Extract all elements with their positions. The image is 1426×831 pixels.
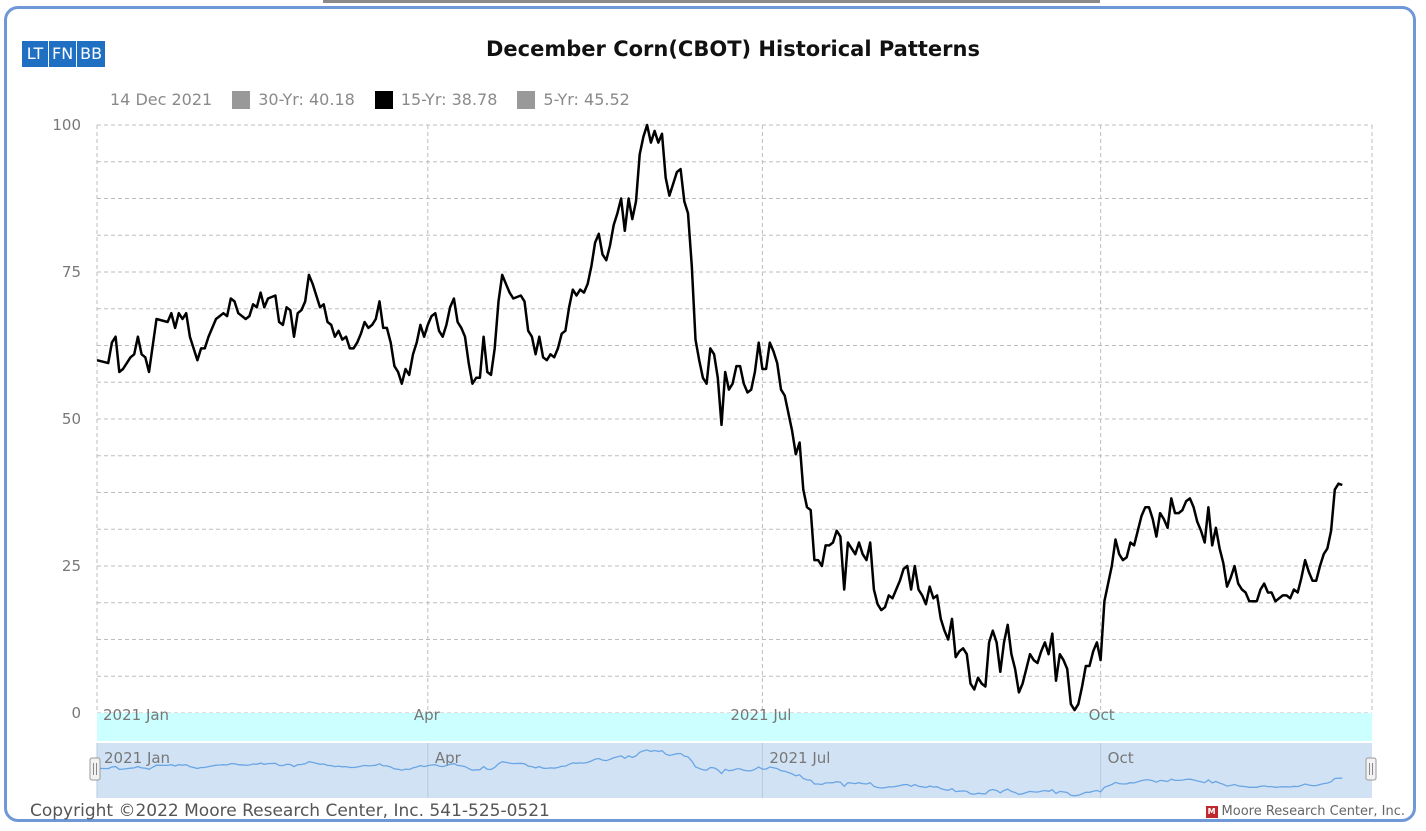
top-scroll-indicator — [323, 0, 1100, 3]
navigator-background — [97, 743, 1372, 798]
chart-frame — [4, 6, 1416, 822]
navigator-label: 2021 Jan — [104, 749, 170, 767]
legend: 14 Dec 2021 30-Yr: 40.18 15-Yr: 38.78 5-… — [110, 90, 650, 109]
navigator-series-line — [96, 749, 1343, 797]
fn-button[interactable]: FN — [49, 41, 77, 67]
navigator-labels: 2021 Jan Apr 2021 Jul Oct — [104, 749, 1134, 767]
legend-label-5yr: 5-Yr: 45.52 — [543, 90, 630, 109]
lt-button[interactable]: LT — [22, 41, 48, 67]
legend-swatch-15yr — [374, 90, 393, 109]
y-tick-label: 25 — [62, 557, 81, 575]
brand-label: Moore Research Center, Inc. — [1221, 804, 1405, 819]
toolbar: LT FN BB — [22, 41, 106, 67]
handle-grip — [89, 757, 101, 781]
x-tick-label: Apr — [414, 706, 441, 724]
legend-swatch-5yr — [517, 90, 536, 109]
legend-item-5yr[interactable]: 5-Yr: 45.52 — [517, 90, 630, 109]
x-axis-labels: 2021 Jan Apr 2021 Jul Oct — [103, 706, 1115, 724]
legend-item-15yr[interactable]: 15-Yr: 38.78 — [374, 90, 498, 109]
navigator-left-handle[interactable] — [89, 757, 101, 781]
navigator-right-handle[interactable] — [1365, 757, 1377, 781]
handle-grip — [1365, 757, 1377, 781]
x-tick-label: Oct — [1089, 706, 1115, 724]
x-tick-label: 2021 Jul — [730, 706, 791, 724]
bb-button[interactable]: BB — [77, 41, 106, 67]
copyright-text: Copyright ©2022 Moore Research Center, I… — [30, 801, 550, 821]
legend-item-30yr[interactable]: 30-Yr: 40.18 — [232, 90, 355, 109]
y-tick-label: 0 — [71, 704, 81, 722]
navigator-label: Oct — [1108, 749, 1134, 767]
navigator-label: Apr — [435, 749, 462, 767]
brand[interactable]: M Moore Research Center, Inc. — [1205, 804, 1405, 819]
legend-label-30yr: 30-Yr: 40.18 — [258, 90, 355, 109]
legend-swatch-30yr — [232, 90, 251, 109]
x-axis-band — [97, 713, 1372, 741]
navigator-label: 2021 Jul — [769, 749, 830, 767]
grid-lines — [96, 124, 1373, 714]
series-line-15yr[interactable] — [96, 123, 1343, 712]
moore-logo-icon: M — [1205, 805, 1218, 818]
legend-label-15yr: 15-Yr: 38.78 — [400, 90, 498, 109]
y-tick-label: 50 — [62, 410, 81, 428]
chart-title: December Corn(CBOT) Historical Patterns — [486, 37, 980, 61]
legend-date: 14 Dec 2021 — [110, 90, 213, 109]
x-tick-label: 2021 Jan — [103, 706, 169, 724]
y-tick-label: 75 — [62, 263, 81, 281]
y-tick-label: 100 — [52, 116, 81, 134]
y-axis-labels: 0 25 50 75 100 — [52, 116, 81, 722]
